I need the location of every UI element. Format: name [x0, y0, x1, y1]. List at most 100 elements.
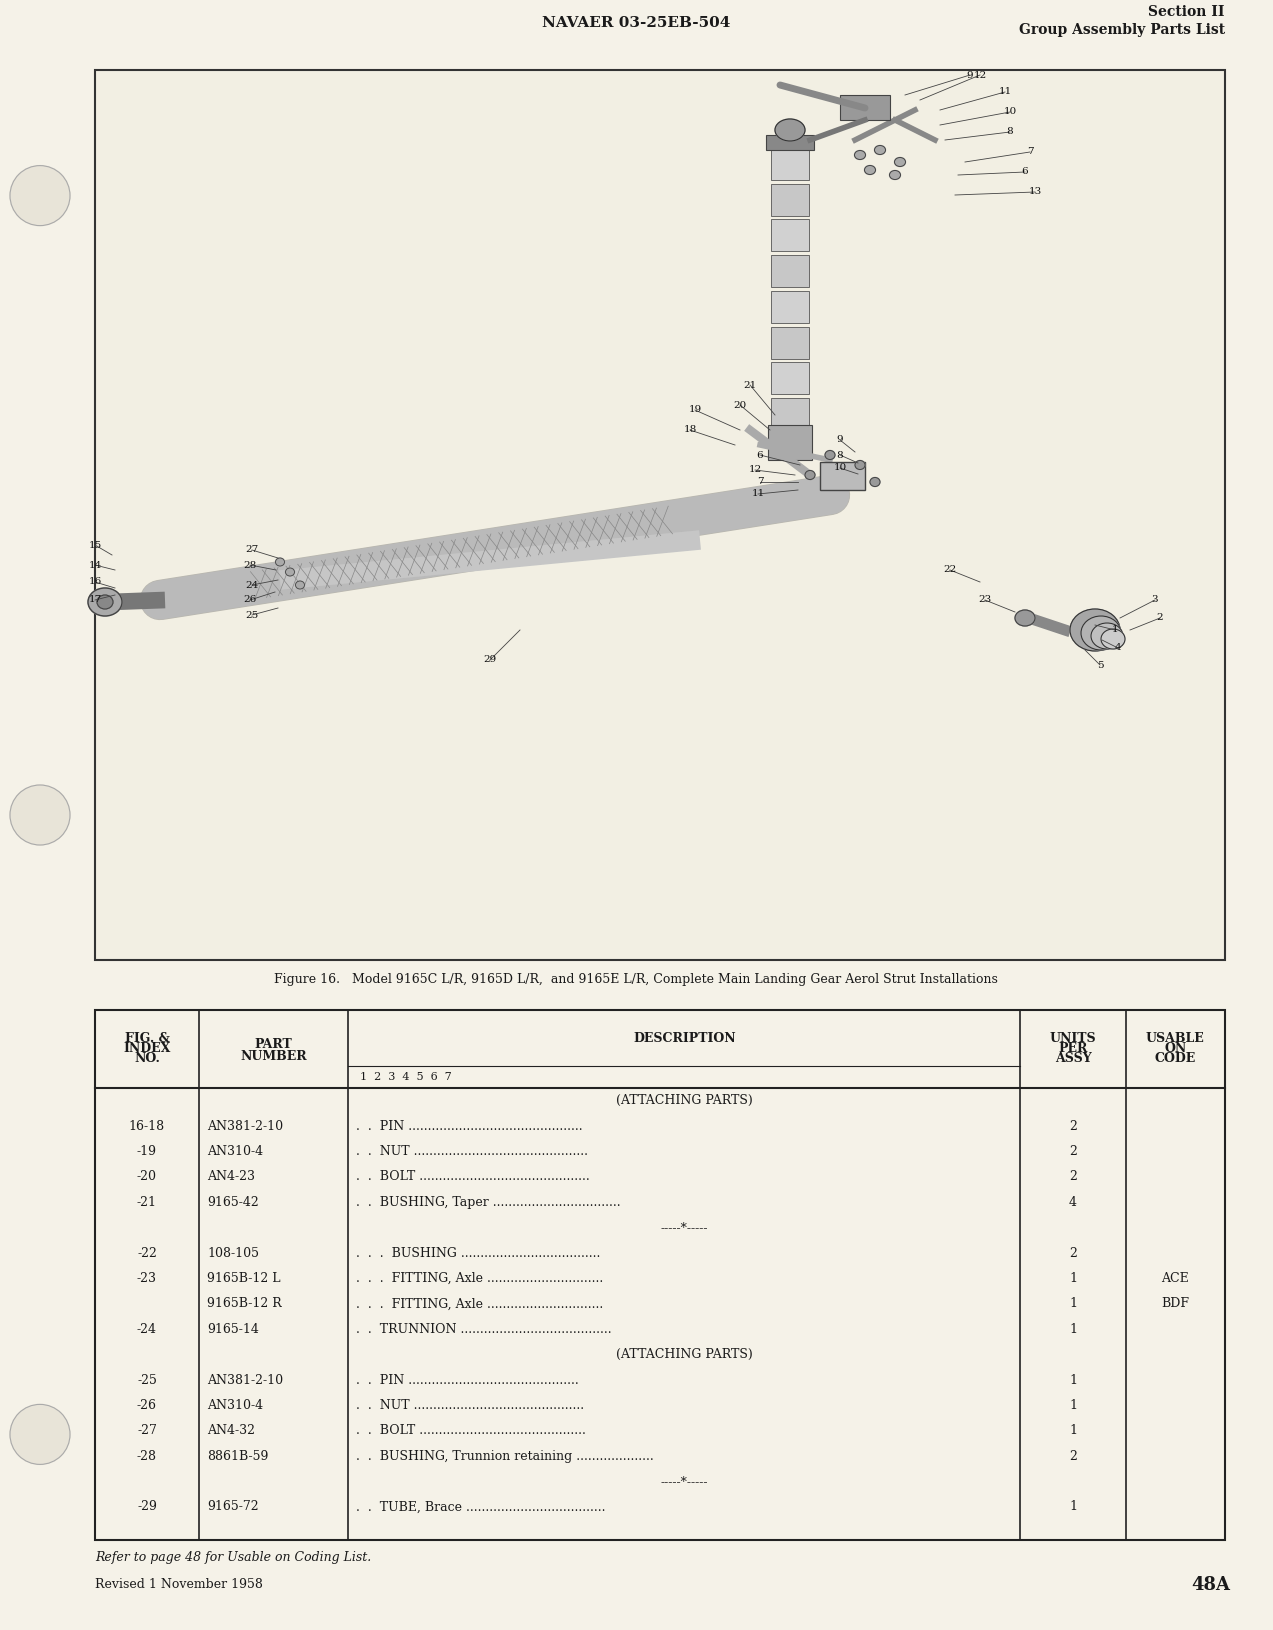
Text: 1: 1 — [1069, 1271, 1077, 1284]
Text: 9165B-12 L: 9165B-12 L — [207, 1271, 280, 1284]
Text: CODE: CODE — [1155, 1053, 1195, 1066]
Text: 13: 13 — [1029, 187, 1041, 197]
Ellipse shape — [825, 450, 835, 460]
Circle shape — [10, 1405, 70, 1464]
Text: 25: 25 — [246, 611, 258, 619]
Text: Figure 16.   Model 9165C L/R, 9165D L/R,  and 9165E L/R, Complete Main Landing G: Figure 16. Model 9165C L/R, 9165D L/R, a… — [274, 973, 998, 986]
Text: .  .  PIN ............................................: . . PIN ................................… — [356, 1374, 579, 1387]
Text: 3: 3 — [1152, 595, 1158, 605]
Text: -23: -23 — [137, 1271, 157, 1284]
Bar — [771, 326, 810, 359]
Text: Group Assembly Parts List: Group Assembly Parts List — [1018, 23, 1225, 37]
Text: 8: 8 — [836, 450, 843, 460]
Text: BDF: BDF — [1161, 1297, 1189, 1311]
Text: NUMBER: NUMBER — [241, 1050, 307, 1063]
Text: 1  2  3  4  5  6  7: 1 2 3 4 5 6 7 — [360, 1073, 452, 1082]
Ellipse shape — [1091, 623, 1123, 649]
Text: 29: 29 — [484, 655, 496, 665]
Text: 1: 1 — [1069, 1374, 1077, 1387]
Ellipse shape — [855, 461, 864, 469]
Circle shape — [10, 166, 70, 225]
Text: 9165-42: 9165-42 — [207, 1196, 258, 1209]
Text: 1: 1 — [1069, 1425, 1077, 1438]
Text: 6: 6 — [756, 450, 764, 460]
Text: AN381-2-10: AN381-2-10 — [207, 1120, 283, 1133]
Text: 1: 1 — [1069, 1501, 1077, 1514]
Text: 8861B-59: 8861B-59 — [207, 1449, 269, 1462]
Text: ACE: ACE — [1161, 1271, 1189, 1284]
Ellipse shape — [88, 588, 122, 616]
Text: USABLE: USABLE — [1146, 1032, 1204, 1045]
Text: Refer to page 48 for Usable on Coding List.: Refer to page 48 for Usable on Coding Li… — [95, 1552, 372, 1565]
Text: -19: -19 — [137, 1144, 157, 1157]
Bar — [771, 398, 810, 430]
Ellipse shape — [869, 478, 880, 486]
Text: -27: -27 — [137, 1425, 157, 1438]
Text: -20: -20 — [137, 1170, 157, 1183]
Text: 9165B-12 R: 9165B-12 R — [207, 1297, 281, 1311]
Ellipse shape — [775, 119, 805, 142]
Text: 4: 4 — [1069, 1196, 1077, 1209]
Text: PART: PART — [255, 1038, 293, 1050]
Text: 6: 6 — [1022, 168, 1029, 176]
Text: 48A: 48A — [1192, 1576, 1230, 1594]
Text: 28: 28 — [243, 561, 257, 569]
Text: 9: 9 — [836, 435, 843, 445]
Text: .  .  BUSHING, Taper .................................: . . BUSHING, Taper .....................… — [356, 1196, 621, 1209]
Bar — [95, 1011, 1225, 1540]
Ellipse shape — [864, 166, 876, 174]
Text: -21: -21 — [137, 1196, 157, 1209]
Text: FIG. &: FIG. & — [125, 1032, 169, 1045]
Text: -28: -28 — [137, 1449, 157, 1462]
Text: 11: 11 — [998, 88, 1012, 96]
Text: 4: 4 — [1115, 644, 1122, 652]
Text: Section II: Section II — [1148, 5, 1225, 20]
Text: -29: -29 — [137, 1501, 157, 1514]
Text: AN381-2-10: AN381-2-10 — [207, 1374, 283, 1387]
Text: 17: 17 — [88, 595, 102, 605]
Text: 26: 26 — [243, 595, 257, 605]
Text: 1: 1 — [1069, 1399, 1077, 1412]
Text: 16: 16 — [88, 577, 102, 587]
Ellipse shape — [854, 150, 866, 160]
Text: -----*-----: -----*----- — [661, 1221, 708, 1234]
Text: 24: 24 — [246, 580, 258, 590]
Ellipse shape — [1101, 629, 1125, 649]
Text: 2: 2 — [1069, 1170, 1077, 1183]
Bar — [771, 362, 810, 394]
Text: 23: 23 — [979, 595, 992, 605]
Text: 15: 15 — [88, 541, 102, 549]
Text: .  .  BUSHING, Trunnion retaining ....................: . . BUSHING, Trunnion retaining ........… — [356, 1449, 654, 1462]
Text: -24: -24 — [137, 1322, 157, 1335]
Text: UNITS: UNITS — [1050, 1032, 1096, 1045]
Text: 2: 2 — [1069, 1120, 1077, 1133]
Text: 8: 8 — [1007, 127, 1013, 137]
Text: 12: 12 — [749, 466, 761, 474]
Text: (ATTACHING PARTS): (ATTACHING PARTS) — [616, 1348, 752, 1361]
Text: .  .  BOLT ............................................: . . BOLT ...............................… — [356, 1170, 589, 1183]
Text: 21: 21 — [743, 380, 756, 390]
Ellipse shape — [805, 471, 815, 479]
Ellipse shape — [285, 567, 294, 575]
Text: DESCRIPTION: DESCRIPTION — [633, 1032, 736, 1045]
Bar — [771, 290, 810, 323]
Ellipse shape — [295, 580, 304, 588]
Text: 1: 1 — [1069, 1322, 1077, 1335]
Text: AN4-23: AN4-23 — [207, 1170, 255, 1183]
Bar — [95, 70, 1225, 960]
Text: 18: 18 — [684, 425, 696, 435]
Text: 1: 1 — [1069, 1297, 1077, 1311]
Text: ASSY: ASSY — [1054, 1053, 1091, 1066]
Text: INDEX: INDEX — [123, 1043, 171, 1056]
Text: AN4-32: AN4-32 — [207, 1425, 255, 1438]
Text: NAVAER 03-25EB-504: NAVAER 03-25EB-504 — [542, 16, 731, 29]
Ellipse shape — [275, 557, 284, 566]
Text: 16-18: 16-18 — [129, 1120, 165, 1133]
Text: 1: 1 — [1111, 626, 1118, 634]
Bar — [771, 256, 810, 287]
Text: 2: 2 — [1157, 613, 1164, 623]
Bar — [768, 425, 812, 460]
Text: 9: 9 — [966, 70, 974, 80]
Text: 7: 7 — [756, 478, 764, 486]
Text: 19: 19 — [689, 406, 701, 414]
